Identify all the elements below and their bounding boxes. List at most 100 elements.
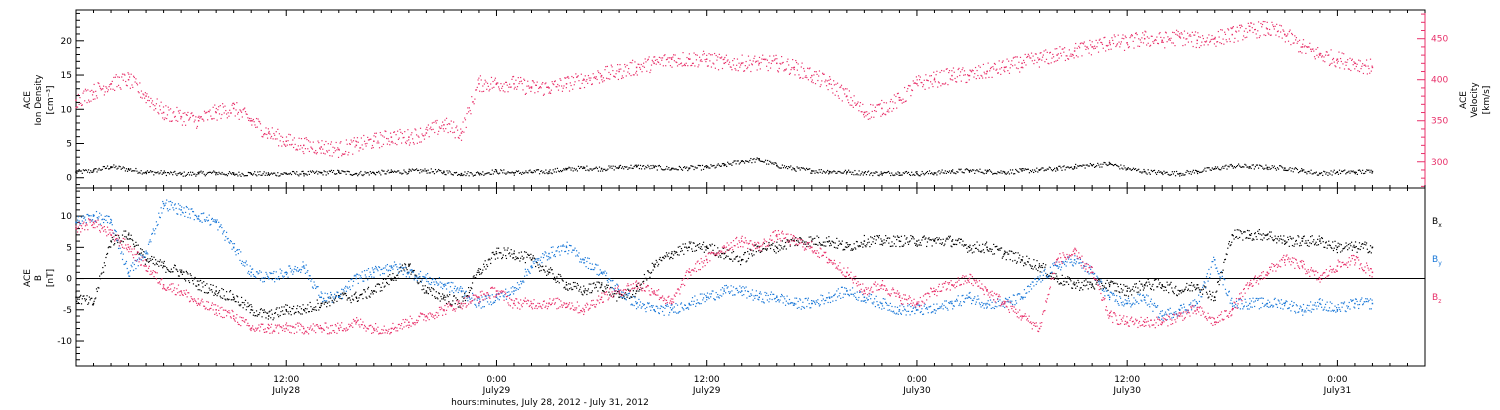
bx-point	[308, 311, 310, 313]
velocity-point	[1086, 46, 1089, 48]
bx-point	[848, 244, 850, 246]
ion-density-point	[582, 167, 584, 170]
bx-point	[669, 256, 672, 259]
ion-density-point	[81, 172, 83, 174]
bx-point	[894, 236, 896, 238]
velocity-point	[623, 70, 625, 72]
velocity-point	[531, 80, 534, 82]
bx-point	[1097, 279, 1099, 282]
velocity-point	[1160, 41, 1163, 43]
velocity-point	[319, 148, 321, 150]
bx-point	[159, 259, 161, 261]
velocity-point	[707, 65, 709, 67]
bx-point	[132, 243, 135, 245]
velocity-point	[1310, 50, 1312, 52]
ion-density-point	[490, 173, 492, 175]
bx-point	[250, 309, 252, 311]
ion-density-point	[1246, 166, 1248, 168]
ion-density-point	[1222, 165, 1224, 168]
velocity-point	[747, 66, 749, 68]
ion-density-point	[669, 169, 671, 171]
bx-point	[1038, 267, 1040, 269]
velocity-point	[650, 64, 653, 66]
velocity-point	[1336, 58, 1339, 60]
bx-point	[352, 299, 355, 301]
velocity-point	[765, 58, 767, 60]
bx-point	[267, 315, 270, 317]
velocity-point	[445, 128, 447, 130]
velocity-point	[493, 86, 495, 88]
ion-density-point	[521, 173, 523, 175]
ion-density-point	[982, 172, 984, 174]
velocity-point	[669, 57, 671, 59]
velocity-point	[1295, 39, 1297, 41]
velocity-point	[1179, 37, 1182, 39]
bx-point	[690, 241, 692, 243]
velocity-point	[254, 124, 256, 126]
ion-density-point	[257, 171, 259, 173]
velocity-point	[931, 83, 933, 85]
velocity-point	[126, 85, 128, 87]
velocity-point	[1162, 41, 1164, 43]
ion-density-point	[1219, 169, 1221, 171]
ion-density-point	[846, 171, 849, 173]
bx-point	[908, 241, 910, 243]
ion-density-point	[1206, 167, 1208, 169]
ion-density-point	[93, 168, 95, 171]
velocity-point	[1354, 68, 1356, 70]
ion-density-point	[139, 172, 141, 174]
ion-density-point	[1064, 169, 1066, 171]
ion-density-point	[1266, 166, 1269, 169]
velocity-point	[1370, 70, 1372, 72]
bx-point	[1061, 274, 1063, 276]
velocity-point	[1190, 41, 1193, 43]
velocity-point	[615, 73, 617, 75]
velocity-point	[1328, 64, 1331, 66]
velocity-point	[637, 63, 639, 65]
bx-point	[198, 280, 200, 282]
velocity-point	[740, 64, 742, 66]
ion-density-point	[829, 172, 831, 174]
velocity-point	[917, 85, 919, 87]
bx-point	[342, 294, 344, 296]
velocity-axis-label: ACE Velocity [km/s]	[1459, 82, 1492, 118]
velocity-point	[1149, 44, 1152, 46]
ion-density-point	[535, 169, 538, 171]
velocity-point	[245, 113, 247, 115]
ion-density-point	[462, 174, 464, 177]
ion-density-point	[822, 170, 824, 172]
velocity-point	[1261, 26, 1263, 28]
bx-point	[777, 247, 779, 250]
ion-density-point	[835, 172, 837, 174]
bx-point	[406, 269, 408, 271]
velocity-point	[259, 123, 262, 125]
ion-density-point	[287, 173, 289, 175]
bx-point	[114, 243, 116, 245]
bx-point	[598, 282, 601, 284]
ion-density-point	[795, 170, 797, 172]
bx-point	[141, 249, 143, 251]
velocity-point	[614, 76, 616, 78]
bx-point	[531, 259, 533, 261]
velocity-point	[1257, 30, 1259, 32]
bx-point	[314, 309, 316, 311]
velocity-point	[944, 83, 946, 85]
velocity-point	[1110, 48, 1112, 50]
ion-density-point	[701, 164, 704, 167]
velocity-point	[760, 61, 762, 64]
velocity-point	[946, 68, 948, 70]
bx-point	[721, 253, 723, 255]
velocity-point	[342, 153, 344, 155]
velocity-point	[728, 61, 731, 63]
velocity-point	[574, 81, 576, 83]
velocity-point	[1240, 24, 1242, 26]
bx-point	[892, 235, 895, 237]
ion-density-point	[1253, 168, 1255, 170]
velocity-point	[1111, 37, 1113, 39]
velocity-point	[590, 83, 593, 86]
bx-point	[539, 265, 541, 267]
velocity-point	[474, 98, 476, 100]
ion-density-point	[1314, 172, 1316, 174]
velocity-point	[1187, 32, 1189, 34]
